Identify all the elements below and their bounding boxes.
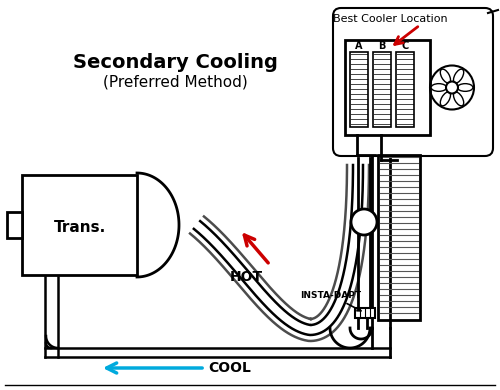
Ellipse shape	[454, 92, 464, 106]
Text: COOL: COOL	[208, 361, 251, 375]
Circle shape	[446, 82, 458, 94]
Text: A: A	[355, 41, 363, 51]
Bar	[7, 212, 22, 238]
Text: C: C	[402, 41, 408, 51]
Text: (Preferred Method): (Preferred Method)	[102, 74, 248, 89]
Ellipse shape	[440, 92, 450, 106]
Bar	[355, 308, 375, 318]
Bar	[350, 52, 368, 127]
Ellipse shape	[458, 83, 473, 91]
FancyBboxPatch shape	[333, 8, 493, 156]
Text: Trans.: Trans.	[54, 220, 106, 234]
Text: HOT: HOT	[230, 270, 263, 284]
Ellipse shape	[454, 69, 464, 83]
Bar	[373, 52, 391, 127]
Text: Secondary Cooling: Secondary Cooling	[72, 53, 278, 71]
Bar	[396, 52, 414, 127]
Text: INSTA-DAPT: INSTA-DAPT	[300, 291, 361, 311]
Circle shape	[351, 209, 377, 235]
Ellipse shape	[431, 83, 446, 91]
Text: B: B	[378, 41, 386, 51]
Bar	[378, 155, 420, 320]
Text: Best Cooler Location: Best Cooler Location	[332, 14, 448, 24]
Ellipse shape	[440, 69, 450, 83]
Bar	[22, 175, 137, 275]
Bar	[345, 40, 430, 135]
